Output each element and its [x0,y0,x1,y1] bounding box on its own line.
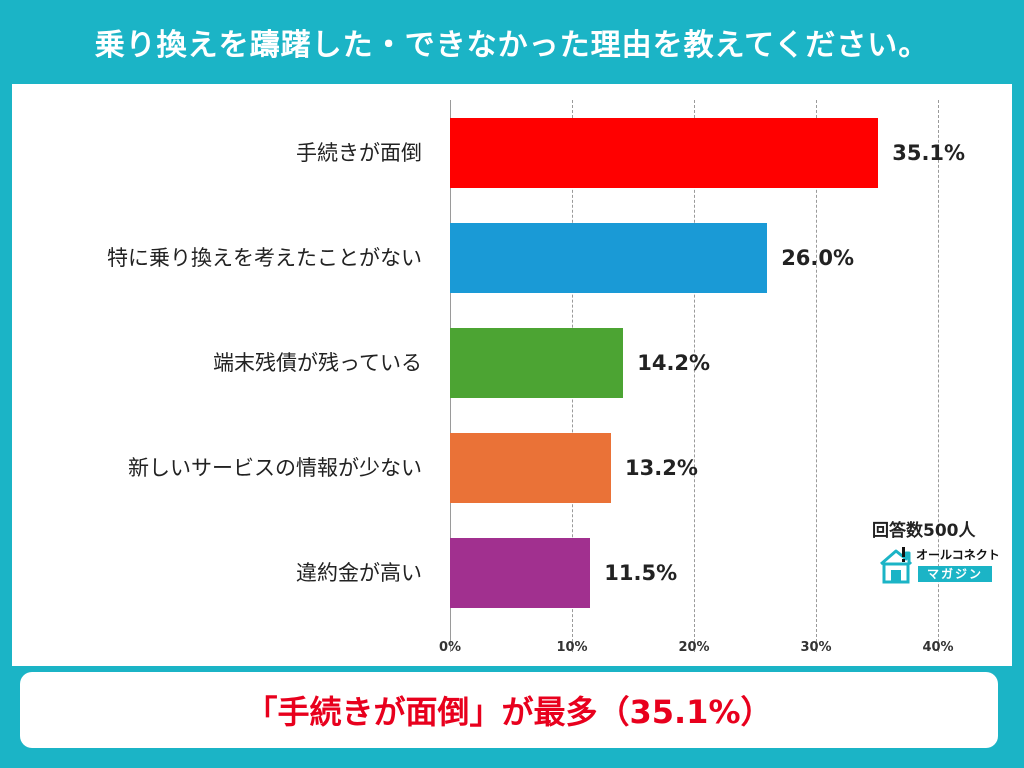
value-label-4: 13.2% [625,456,698,480]
bar-2 [450,223,768,293]
chart-title: 乗り換えを躊躇した・できなかった理由を教えてください。 [0,0,1024,84]
logo-top-text: オールコネクト [916,548,1000,562]
x-tick-label-1: 10% [556,640,588,655]
summary-text: 「手続きが面倒」が最多（35.1%） [245,693,773,731]
bar-3 [450,328,624,398]
grid-line-20 [694,100,695,652]
bar-4 [450,433,612,503]
brand-logo: オールコネクト マガジン [878,544,1000,586]
category-label-5: 違約金が高い [296,561,422,585]
respondent-count: 回答数500人 [872,521,976,541]
category-label-3: 端末残債が残っている [213,351,422,375]
bar-5 [450,538,591,608]
x-tick-label-4: 40% [922,640,954,655]
grid-line-30 [816,100,817,652]
value-label-3: 14.2% [637,351,711,375]
category-label-4: 新しいサービスの情報が少ない [128,456,422,480]
value-label-1: 35.1% [892,141,966,165]
chart-title-text: 乗り換えを躊躇した・できなかった理由を教えてください。 [94,28,930,63]
value-label-5: 11.5% [604,561,678,585]
category-label-1: 手続きが面倒 [296,141,422,165]
x-tick-label-2: 20% [678,640,710,655]
x-tick-label-3: 30% [800,640,832,655]
logo-bottom-text: マガジン [918,566,992,582]
house-icon [880,547,913,584]
value-label-2: 26.0% [781,246,855,270]
x-tick-label-0: 0% [438,640,462,655]
category-label-2: 特に乗り換えを考えたことがない [107,246,422,270]
summary-banner: 「手続きが面倒」が最多（35.1%） [20,672,998,748]
grid-line-40 [938,100,939,652]
bar-1 [450,118,879,188]
